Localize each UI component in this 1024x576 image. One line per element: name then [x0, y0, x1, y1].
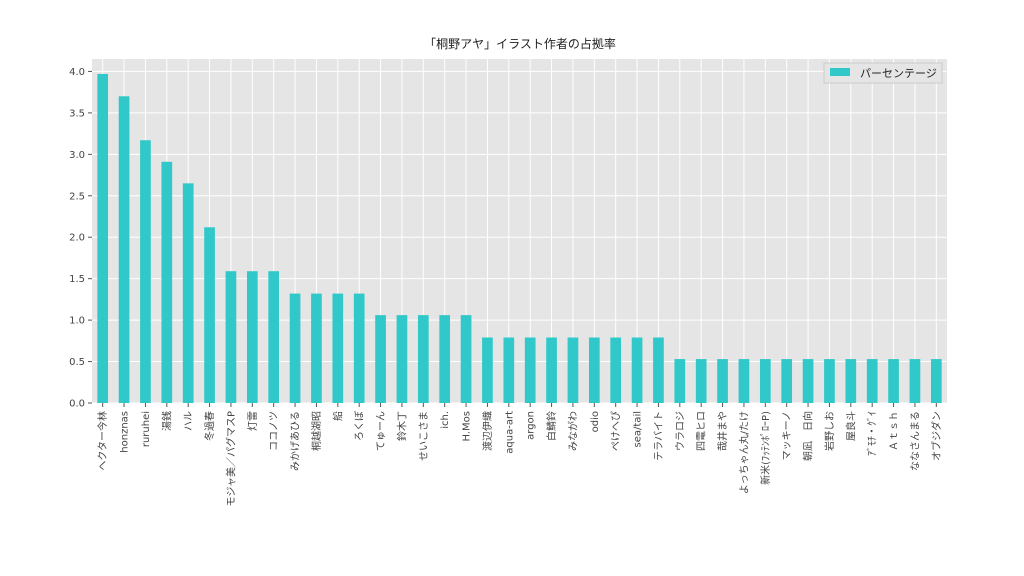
y-tick-label: 4.0 — [69, 67, 85, 78]
bar-8 — [268, 271, 280, 403]
bar-6 — [225, 271, 237, 403]
bar-18 — [482, 337, 493, 403]
bar-15 — [417, 315, 429, 403]
legend: パーセンテージ — [823, 62, 943, 84]
bar-10 — [311, 293, 322, 403]
bar-37 — [888, 359, 899, 403]
y-tick-label: 2.5 — [69, 191, 85, 202]
x-tick-label: ウラロジ — [674, 411, 686, 451]
bar-16 — [439, 315, 451, 403]
y-tick-label: 2.0 — [69, 233, 85, 244]
bar-1 — [118, 96, 130, 403]
x-tick-label: ぺけへぴ — [610, 411, 622, 451]
bar-9 — [289, 293, 301, 403]
bar-4 — [182, 183, 194, 403]
x-tick-label: aqua-art — [504, 411, 515, 454]
chart-title: 「桐野アヤ」イラスト作者の占拠率 — [424, 36, 616, 51]
bar-35 — [845, 359, 857, 403]
bar-25 — [631, 337, 643, 403]
x-tick-label: 四電ヒロ — [696, 411, 708, 451]
x-tick-label: ハル — [184, 411, 195, 431]
x-tick-label: テラバイト — [653, 411, 665, 461]
bar-26 — [653, 337, 664, 403]
bar-17 — [460, 315, 472, 403]
x-axis: ヘクター今林 honznas ruruhei 湯銭 ハル 冬過春 モジャ美／パグマスP 灯雷コ… — [96, 403, 943, 507]
bar-19 — [503, 337, 515, 403]
y-tick-label: 0.5 — [69, 357, 85, 368]
bar-7 — [246, 271, 258, 403]
bars — [97, 73, 942, 404]
bar-14 — [396, 315, 408, 403]
x-tick-label: 渡辺伊織 — [481, 411, 494, 451]
x-tick-label: 新米(ﾌｯﾃﾝﾎﾟﾛｰP) — [759, 411, 772, 485]
x-tick-label: Ａｔｓｈ — [888, 411, 900, 451]
bar-0 — [97, 73, 109, 404]
x-tick-label: みかげあひる — [290, 411, 302, 471]
x-tick-label: honznas — [120, 411, 131, 453]
bar-30 — [738, 359, 750, 403]
legend-label: パーセンテージ — [860, 67, 937, 80]
x-tick-label: ｱﾞﾓﾁ・ｸﾞｲ — [867, 411, 879, 456]
y-tick-label: 1.0 — [69, 316, 85, 327]
x-tick-label: 桐越湖昭 — [310, 411, 323, 451]
x-tick-label: argon — [526, 411, 537, 440]
bar-32 — [781, 359, 793, 403]
bar-2 — [140, 140, 151, 403]
x-tick-label: ruruhei — [141, 411, 152, 447]
y-tick-label: 3.5 — [69, 108, 85, 119]
x-tick-label: ココノツ — [269, 411, 280, 451]
y-tick-label: 1.5 — [69, 274, 85, 285]
x-tick-label: よっちゃん丸/たけ — [737, 411, 750, 494]
x-tick-label: 船 — [331, 411, 344, 421]
bar-33 — [802, 359, 814, 403]
x-tick-label: マッキーノ — [782, 411, 793, 460]
bar-24 — [610, 337, 622, 403]
x-tick-label: みながわ — [566, 411, 579, 451]
x-tick-label: odio — [590, 411, 601, 432]
bar-11 — [332, 293, 344, 403]
bar-13 — [375, 315, 386, 403]
x-tick-label: せいこさま — [418, 411, 430, 461]
bar-27 — [674, 359, 686, 403]
bar-38 — [909, 359, 921, 403]
x-tick-label: sea/tail — [633, 411, 644, 447]
bar-36 — [866, 359, 878, 403]
y-axis: 0.0 0.5 1.0 1.5 2.0 2.5 3.0 3.5 4.0 — [69, 67, 92, 410]
x-tick-label: 冬過春 — [203, 411, 216, 441]
bar-5 — [204, 227, 215, 403]
x-tick-label: 朝凪 日向 — [802, 411, 815, 461]
x-tick-label: ヘクター今林 — [96, 411, 109, 471]
bar-21 — [546, 337, 557, 403]
plot-area — [92, 59, 947, 403]
bar-34 — [824, 359, 835, 403]
x-tick-label: ななさんまる — [909, 411, 921, 471]
x-tick-label: モジャ美／パグマスP — [224, 411, 237, 507]
y-tick-label: 3.0 — [69, 150, 85, 161]
bar-23 — [588, 337, 600, 403]
x-tick-label: オブジダン — [930, 411, 943, 461]
bar-22 — [567, 337, 579, 403]
y-tick-label: 0.0 — [69, 399, 85, 410]
x-tick-label: ich. — [440, 411, 451, 429]
x-tick-label: 湯銭 — [160, 411, 173, 431]
bar-39 — [930, 359, 942, 403]
bar-29 — [717, 359, 728, 403]
x-tick-label: 鈴木丁 — [395, 411, 408, 441]
x-tick-label: 白鯖鈴 — [545, 411, 558, 441]
x-tick-label: てゅーん — [375, 411, 387, 451]
legend-box — [823, 62, 943, 84]
x-tick-label: H.Mos — [462, 411, 473, 441]
bar-20 — [524, 337, 536, 403]
bar-31 — [759, 359, 771, 403]
bar-3 — [161, 161, 173, 403]
legend-swatch — [830, 68, 850, 76]
bar-28 — [695, 359, 707, 403]
x-tick-label: 岩野しお — [823, 411, 836, 451]
x-tick-label: 屋良斗 — [844, 411, 857, 441]
x-tick-label: 哉井まや — [716, 411, 729, 451]
x-tick-label: 灯雷 — [247, 411, 259, 431]
x-tick-label: ろくぼ — [354, 411, 366, 441]
bar-12 — [353, 293, 365, 403]
